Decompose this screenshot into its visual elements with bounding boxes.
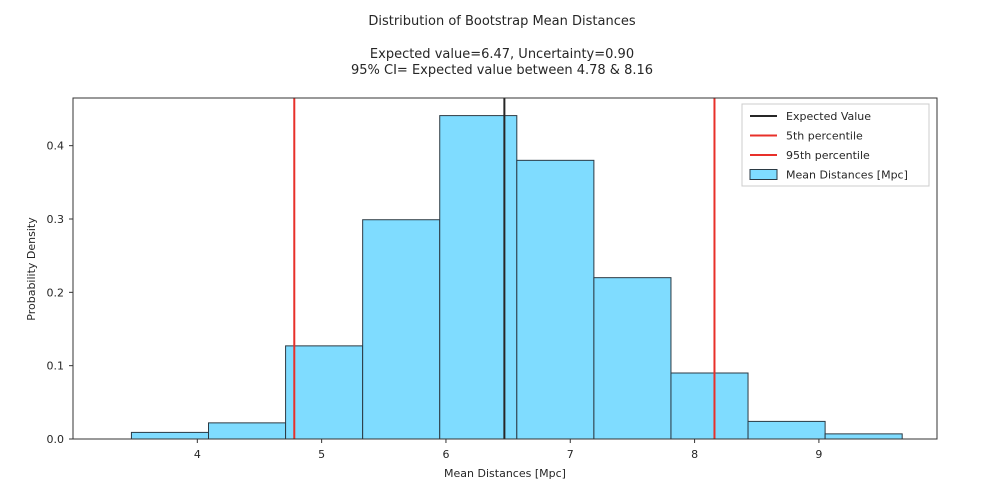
x-tick-label: 4 — [194, 448, 201, 461]
histogram-bar-9 — [747, 420, 826, 440]
histogram-bar-8 — [670, 372, 749, 440]
chart-subtitle-line1: Expected value=6.47, Uncertainty=0.90 — [370, 47, 634, 62]
y-tick-label: 0.4 — [47, 140, 65, 153]
x-axis-ticks: 4 5 6 7 8 9 — [194, 439, 822, 461]
legend-5th-percentile-label: 5th percentile — [786, 130, 863, 143]
legend-mean-distances-label: Mean Distances [Mpc] — [786, 169, 908, 182]
x-tick-label: 5 — [318, 448, 325, 461]
plot-frame — [72, 97, 938, 440]
histogram-bar-3 — [285, 345, 364, 440]
legend-95th-percentile-label: 95th percentile — [786, 149, 870, 162]
histogram-bar-1 — [130, 431, 210, 440]
legend-expected-value-label: Expected Value — [786, 110, 871, 123]
x-tick-label: 7 — [567, 448, 574, 461]
histogram-bar-7 — [593, 277, 672, 440]
chart-subtitle-line2: 95% CI= Expected value between 4.78 & 8.… — [351, 63, 653, 78]
y-tick-label: 0.0 — [47, 433, 65, 446]
legend: Expected Value 5th percentile 95th percen… — [741, 103, 930, 187]
histogram-bars — [130, 115, 903, 440]
y-tick-label: 0.3 — [47, 213, 65, 226]
x-tick-label: 6 — [442, 448, 449, 461]
y-axis-label: Probability Density — [25, 217, 38, 321]
histogram-bar-10 — [824, 433, 903, 440]
histogram-bar-6 — [516, 159, 595, 440]
x-tick-label: 8 — [691, 448, 698, 461]
chart-title: Distribution of Bootstrap Mean Distances — [368, 14, 636, 29]
histogram-bar-4 — [362, 219, 441, 440]
x-axis-label: Mean Distances [Mpc] — [444, 467, 566, 480]
x-tick-label: 9 — [815, 448, 822, 461]
reference-lines — [293, 98, 716, 439]
y-axis-ticks: 0.0 0.1 0.2 0.3 0.4 — [47, 140, 73, 446]
y-tick-label: 0.2 — [47, 286, 65, 299]
legend-mean-distances-swatch — [749, 169, 778, 180]
y-tick-label: 0.1 — [47, 360, 65, 373]
histogram-bar-2 — [208, 422, 287, 440]
